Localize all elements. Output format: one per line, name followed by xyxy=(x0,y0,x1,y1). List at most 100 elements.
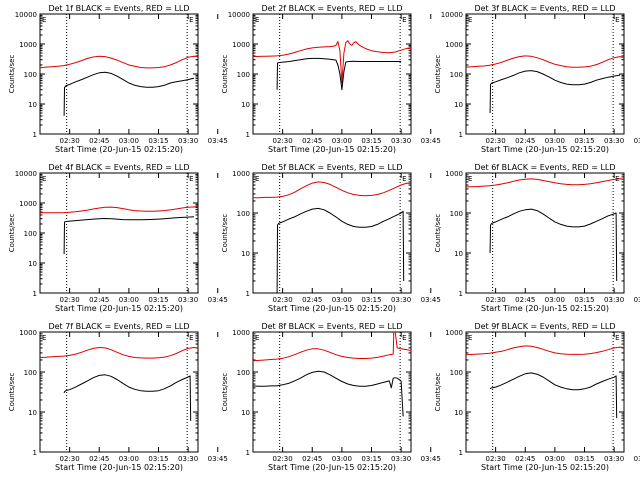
y-tick-label: 1 xyxy=(459,290,463,298)
x-tick-label: 03:15 xyxy=(361,296,381,304)
x-tick-label: 02:45 xyxy=(515,455,535,463)
y-tick-label: 1 xyxy=(459,131,463,139)
plot-frame xyxy=(465,172,625,294)
x-tick-label: 02:45 xyxy=(515,137,535,145)
x-tick-label: 03:00 xyxy=(545,137,565,145)
corner-label-right: E xyxy=(189,175,193,183)
x-tick-label: 03:30 xyxy=(391,455,411,463)
x-tick-label: 02:45 xyxy=(302,455,322,463)
y-tick-label: 1000 xyxy=(232,170,250,178)
x-tick-label: 03:30 xyxy=(178,455,198,463)
corner-label-right: E xyxy=(615,334,619,342)
corner-label-left: E xyxy=(42,175,46,183)
x-tick-label: 03:00 xyxy=(332,137,352,145)
x-tick-label: 02:45 xyxy=(89,455,109,463)
x-tick-label: 03:15 xyxy=(148,455,168,463)
y-tick-label: 10 xyxy=(454,101,463,109)
series-events xyxy=(276,207,405,293)
y-tick-label: 1000 xyxy=(445,329,463,337)
x-axis-label: Start Time (20-Jun-15 02:15:20) xyxy=(55,304,183,313)
series-lld xyxy=(253,181,411,199)
chart-panel-7: Det 7f BLACK = Events, RED = LLD 1 10 100 10… xyxy=(8,322,228,472)
chart-title: Det 4f BLACK = Events, RED = LLD xyxy=(48,163,189,172)
y-tick-label: 1 xyxy=(459,449,463,457)
corner-label-left: E xyxy=(468,16,472,24)
y-tick-label: 1000 xyxy=(19,329,37,337)
x-tick-label: 02:30 xyxy=(486,137,506,145)
y-axis-label: Counts/sec xyxy=(434,55,442,94)
x-tick-label: 02:45 xyxy=(89,296,109,304)
corner-label-right: E xyxy=(402,334,406,342)
x-tick-label: 02:45 xyxy=(89,137,109,145)
series-events xyxy=(489,208,618,282)
chart-title: Det 9f BLACK = Events, RED = LLD xyxy=(474,322,615,331)
y-tick-label: 10 xyxy=(241,101,250,109)
x-tick-label: 02:45 xyxy=(302,137,322,145)
corner-label-right: E xyxy=(189,16,193,24)
y-tick-label: 1000 xyxy=(19,200,37,208)
y-tick-label: 1 xyxy=(246,449,250,457)
chart-title: Det 3f BLACK = Events, RED = LLD xyxy=(474,4,615,13)
chart-title: Det 7f BLACK = Events, RED = LLD xyxy=(48,322,189,331)
x-tick-label: 03:15 xyxy=(574,455,594,463)
x-axis-label: Start Time (20-Jun-15 02:15:20) xyxy=(268,463,396,472)
x-tick-label: 03:45 xyxy=(208,296,228,304)
y-axis-label: Counts/sec xyxy=(8,55,16,94)
series-lld xyxy=(466,178,624,188)
y-tick-label: 10 xyxy=(241,250,250,258)
y-tick-label: 10000 xyxy=(441,11,463,19)
y-tick-label: 10000 xyxy=(15,11,37,19)
y-tick-label: 100 xyxy=(450,71,463,79)
x-axis-label: Start Time (20-Jun-15 02:15:20) xyxy=(481,145,609,154)
y-tick-label: 10 xyxy=(454,250,463,258)
y-tick-label: 100 xyxy=(237,71,250,79)
y-tick-label: 100 xyxy=(24,369,37,377)
x-tick-label: 02:30 xyxy=(60,455,80,463)
series-events xyxy=(63,374,192,421)
x-tick-label: 02:30 xyxy=(273,455,293,463)
chart-panel-8: Det 8f BLACK = Events, RED = LLD 1 10 100 10… xyxy=(221,322,441,472)
chart-title: Det 1f BLACK = Events, RED = LLD xyxy=(48,4,189,13)
y-tick-label: 1000 xyxy=(232,41,250,49)
x-tick-label: 03:45 xyxy=(634,296,640,304)
y-tick-label: 1 xyxy=(33,290,37,298)
y-tick-label: 10 xyxy=(28,409,37,417)
y-axis-label: Counts/sec xyxy=(8,214,16,253)
x-tick-label: 03:30 xyxy=(604,296,624,304)
x-axis-label: Start Time (20-Jun-15 02:15:20) xyxy=(268,304,396,313)
chart-panel-9: Det 9f BLACK = Events, RED = LLD 1 10 100 10… xyxy=(434,322,640,472)
chart-title: Det 6f BLACK = Events, RED = LLD xyxy=(474,163,615,172)
chart-panel-6: Det 6f BLACK = Events, RED = LLD 1 10 100 10… xyxy=(434,163,640,313)
y-tick-label: 1000 xyxy=(445,41,463,49)
y-tick-label: 100 xyxy=(237,369,250,377)
y-tick-label: 10 xyxy=(241,409,250,417)
x-tick-label: 03:45 xyxy=(421,137,441,145)
series-lld xyxy=(466,55,624,68)
y-tick-label: 100 xyxy=(24,71,37,79)
x-tick-label: 03:15 xyxy=(361,137,381,145)
y-tick-label: 1000 xyxy=(19,41,37,49)
x-tick-label: 03:30 xyxy=(391,296,411,304)
y-axis-label: Counts/sec xyxy=(434,373,442,412)
chart-title: Det 5f BLACK = Events, RED = LLD xyxy=(261,163,402,172)
x-tick-label: 03:00 xyxy=(119,296,139,304)
corner-label-left: E xyxy=(42,16,46,24)
series-lld xyxy=(466,345,624,356)
corner-label-right: E xyxy=(189,334,193,342)
plot-frame xyxy=(252,331,412,453)
y-tick-label: 10 xyxy=(28,260,37,268)
plot-frame xyxy=(465,13,625,135)
series-lld xyxy=(40,55,198,69)
y-tick-label: 1000 xyxy=(445,170,463,178)
x-tick-label: 03:00 xyxy=(545,296,565,304)
corner-label-left: E xyxy=(255,175,259,183)
x-tick-label: 03:15 xyxy=(574,137,594,145)
y-axis-label: Counts/sec xyxy=(221,373,229,412)
x-tick-label: 03:45 xyxy=(421,296,441,304)
x-tick-label: 03:00 xyxy=(119,455,139,463)
series-lld xyxy=(40,347,198,359)
corner-label-right: E xyxy=(615,16,619,24)
y-tick-label: 1 xyxy=(246,290,250,298)
